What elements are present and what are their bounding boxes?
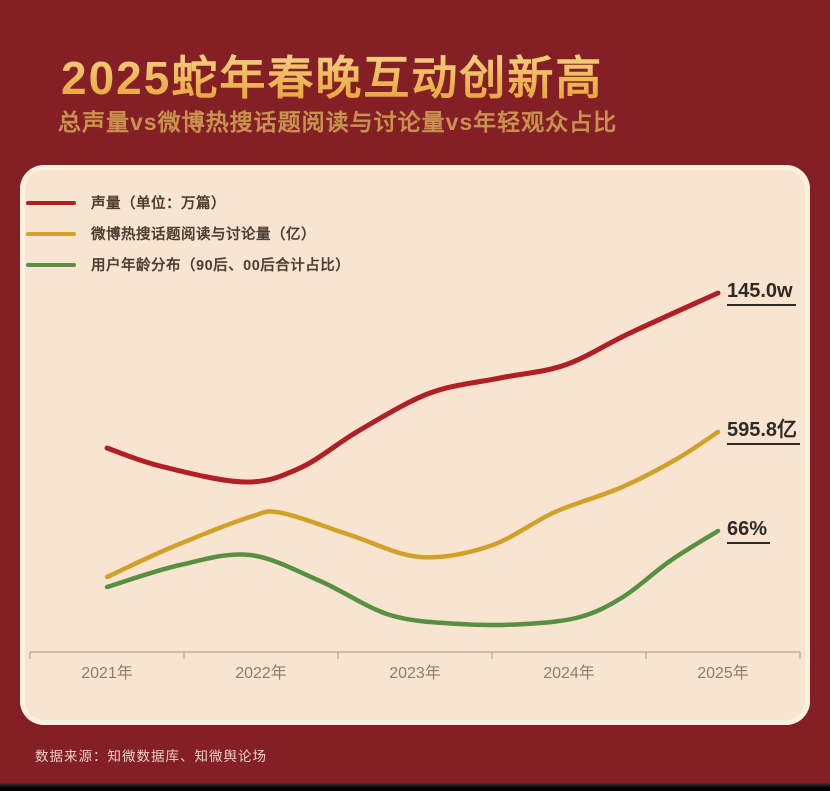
series-line-1 [104,429,721,580]
series-line-0 [104,290,721,485]
legend-item-volume: 声量（单位：万篇） [26,187,350,218]
end-label-age: 66% [727,519,771,544]
legend-item-label: 声量（单位：万篇） [91,196,226,212]
legend-item-weibo: 微博热搜话题阅读与讨论量（亿） [26,218,350,249]
x-axis-label-2021: 2021年 [81,665,133,682]
end-label-weibo: 595.8亿 [727,420,801,445]
x-axis-label-2025: 2025年 [697,665,749,682]
legend-line-red-icon [26,200,76,205]
series-line-2 [104,528,721,628]
data-source: 数据来源：知微数据库、知微舆论场 [35,749,267,764]
end-label-volume: 145.0w [727,281,796,306]
chart-panel: 声量（单位：万篇） 微博热搜话题阅读与讨论量（亿） 用户年龄分布（90后、00后… [20,165,810,725]
x-axis-label-2024: 2024年 [543,665,595,682]
page-title: 2025蛇年春晚互动创新高 [61,42,603,108]
bottom-bar [0,783,830,791]
legend-item-age: 用户年龄分布（90后、00后合计占比） [26,249,350,280]
legend-line-green-icon [26,262,76,267]
legend-item-label: 用户年龄分布（90后、00后合计占比） [91,258,351,274]
x-axis-label-2023: 2023年 [389,665,441,682]
page-subtitle: 总声量vs微博热搜话题阅读与讨论量vs年轻观众占比 [58,109,618,135]
x-axis-label-2022: 2022年 [235,665,287,682]
legend-line-gold-icon [26,231,76,236]
line-chart [29,290,801,659]
legend-item-label: 微博热搜话题阅读与讨论量（亿） [91,227,316,243]
chart-legend: 声量（单位：万篇） 微博热搜话题阅读与讨论量（亿） 用户年龄分布（90后、00后… [26,187,350,280]
